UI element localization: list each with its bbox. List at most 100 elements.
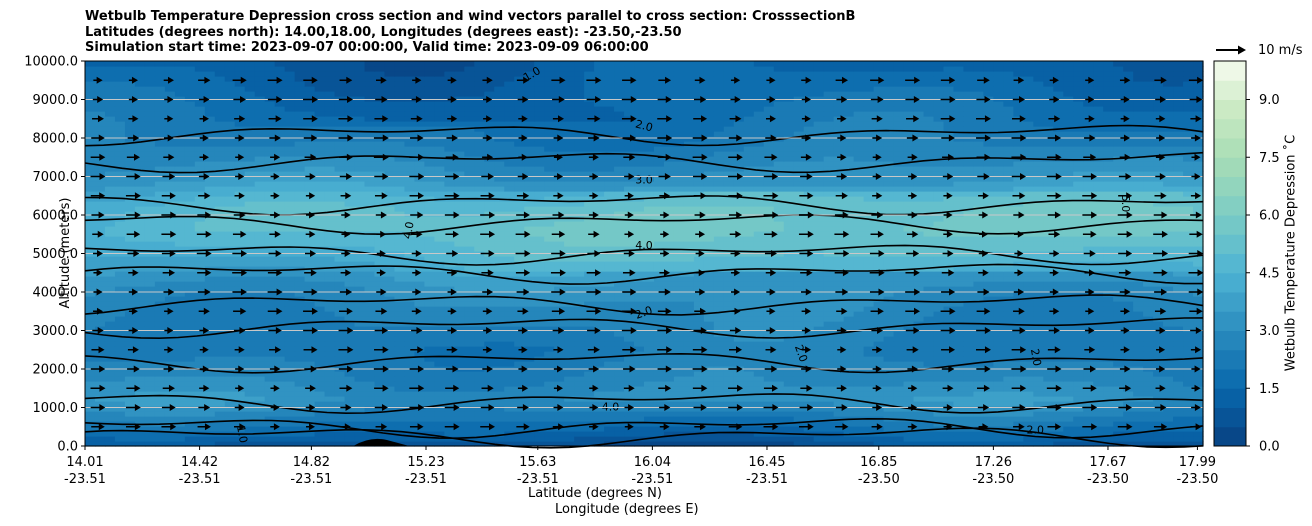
field-cell <box>1003 241 1014 247</box>
field-cell <box>434 396 445 402</box>
field-cell <box>983 381 994 387</box>
field-cell <box>364 321 376 327</box>
field-cell <box>324 291 336 297</box>
field-cell <box>184 406 196 412</box>
field-cell <box>194 316 206 322</box>
field-cell <box>1023 341 1034 347</box>
field-cell <box>1133 336 1144 342</box>
field-cell <box>224 301 236 307</box>
field-cell <box>1133 306 1144 312</box>
field-cell <box>923 436 935 442</box>
field-cell <box>703 386 715 392</box>
field-cell <box>1113 336 1124 342</box>
field-cell <box>444 406 455 412</box>
field-cell <box>294 351 306 357</box>
field-cell <box>863 261 875 267</box>
field-cell <box>424 406 435 412</box>
field-cell <box>893 341 905 347</box>
field-cell <box>474 336 485 342</box>
field-cell <box>224 421 236 427</box>
field-cell <box>194 281 206 287</box>
field-cell <box>334 261 346 267</box>
field-cell <box>614 346 625 352</box>
field-cell <box>863 316 875 322</box>
field-cell <box>614 236 625 242</box>
field-cell <box>604 286 615 292</box>
field-cell <box>1053 371 1064 377</box>
field-cell <box>464 231 475 237</box>
field-cell <box>534 351 545 357</box>
field-cell <box>104 321 116 327</box>
field-cell <box>893 371 905 377</box>
field-cell <box>973 441 984 447</box>
field-cell <box>1033 351 1044 357</box>
field-cell <box>294 231 306 237</box>
field-cell <box>1053 256 1064 262</box>
field-cell <box>144 381 156 387</box>
field-cell <box>624 361 635 367</box>
field-cell <box>394 241 406 247</box>
field-cell <box>903 311 915 317</box>
field-cell <box>983 356 994 362</box>
field-cell <box>404 391 416 397</box>
field-cell <box>114 226 126 232</box>
field-cell <box>204 391 216 397</box>
field-cell <box>1013 411 1024 417</box>
field-cell <box>614 431 625 437</box>
field-cell <box>873 336 885 342</box>
field-cell <box>863 386 875 392</box>
field-cell <box>1153 266 1164 272</box>
field-cell <box>634 381 645 387</box>
field-cell <box>893 356 905 362</box>
field-cell <box>1183 386 1194 392</box>
field-cell <box>184 436 196 442</box>
field-cell <box>653 226 665 232</box>
field-cell <box>454 401 465 407</box>
field-cell <box>254 221 266 227</box>
field-cell <box>873 391 885 397</box>
field-cell <box>294 411 306 417</box>
field-cell <box>1133 411 1144 417</box>
field-cell <box>1143 361 1154 367</box>
field-cell <box>544 361 555 367</box>
field-cell <box>1093 266 1104 272</box>
field-cell <box>1143 286 1154 292</box>
field-cell <box>414 246 425 252</box>
field-cell <box>843 361 855 367</box>
field-cell <box>1053 431 1064 437</box>
field-cell <box>134 301 146 307</box>
field-cell <box>803 356 815 362</box>
field-cell <box>853 401 865 407</box>
field-cell <box>284 311 296 317</box>
field-cell <box>284 416 296 422</box>
field-cell <box>653 221 665 227</box>
field-cell <box>1173 336 1184 342</box>
field-cell <box>1023 336 1034 342</box>
field-cell <box>574 391 585 397</box>
field-cell <box>1083 271 1094 277</box>
field-cell <box>504 396 515 402</box>
field-cell <box>673 281 685 287</box>
field-cell <box>1033 336 1044 342</box>
field-cell <box>1083 336 1094 342</box>
field-cell <box>833 361 845 367</box>
field-cell <box>1013 311 1024 317</box>
field-cell <box>1063 376 1074 382</box>
field-cell <box>763 236 775 242</box>
field-cell <box>1063 326 1074 332</box>
field-cell <box>264 286 276 292</box>
field-cell <box>434 346 445 352</box>
field-cell <box>94 291 106 297</box>
field-cell <box>1073 386 1084 392</box>
field-cell <box>524 241 535 247</box>
field-cell <box>284 256 296 262</box>
field-cell <box>184 316 196 322</box>
field-cell <box>993 396 1004 402</box>
field-cell <box>534 361 545 367</box>
field-cell <box>614 281 625 287</box>
field-cell <box>973 336 984 342</box>
field-cell <box>713 411 725 417</box>
field-cell <box>184 371 196 377</box>
field-cell <box>244 391 256 397</box>
field-cell <box>933 436 945 442</box>
